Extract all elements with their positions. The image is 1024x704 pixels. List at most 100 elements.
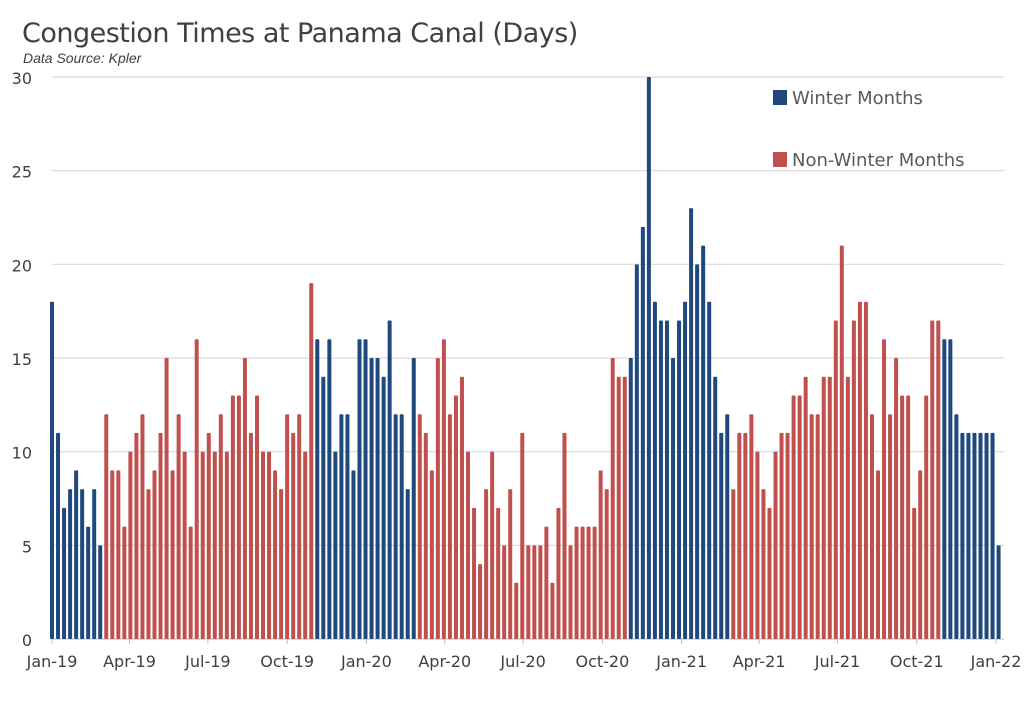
bar-winter [327, 339, 332, 639]
bar-non-winter [912, 507, 917, 639]
y-axis: 0 5 10 15 20 25 30 [12, 69, 32, 650]
bar-winter [948, 339, 953, 639]
bar-non-winter [592, 526, 597, 639]
bar-non-winter [731, 489, 736, 639]
bar-non-winter [122, 526, 127, 639]
bar-non-winter [604, 489, 609, 639]
bar-winter [634, 264, 639, 639]
bar-non-winter [140, 414, 145, 639]
bar-non-winter [206, 432, 211, 639]
bar-non-winter [761, 489, 766, 639]
y-tick-label: 15 [12, 350, 32, 369]
bar-winter [74, 470, 79, 639]
chart-title: Congestion Times at Panama Canal (Days) [22, 18, 578, 49]
bar-winter [978, 432, 983, 639]
bar-non-winter [743, 432, 748, 639]
bar-non-winter [827, 376, 832, 639]
bar-non-winter [526, 545, 531, 639]
bar-non-winter [869, 414, 874, 639]
bar-non-winter [544, 526, 549, 639]
bar-non-winter [538, 545, 543, 639]
bar-winter [351, 470, 356, 639]
bar-non-winter [267, 451, 272, 639]
y-tick-label: 0 [22, 631, 32, 650]
y-tick-label: 20 [12, 256, 32, 275]
bar-winter [996, 545, 1001, 639]
bar-non-winter [128, 451, 133, 639]
bar-non-winter [556, 507, 561, 639]
bar-non-winter [182, 451, 187, 639]
bar-winter [984, 432, 989, 639]
bar-non-winter [821, 376, 826, 639]
bar-non-winter [164, 358, 169, 639]
bar-non-winter [918, 470, 923, 639]
bar-non-winter [815, 414, 820, 639]
x-axis: Jan-19 Apr-19 Jul-19 Oct-19 Jan-20 Apr-20 Jul-… [26, 638, 1022, 671]
y-tick-label: 30 [12, 69, 32, 88]
y-tick-label: 10 [12, 444, 32, 463]
bar-non-winter [882, 339, 887, 639]
bar-winter [98, 545, 103, 639]
bar-winter [628, 358, 633, 639]
bar-non-winter [568, 545, 573, 639]
x-tick-label: Jan-20 [340, 652, 392, 671]
bar-winter [369, 358, 374, 639]
bar-non-winter [574, 526, 579, 639]
bar-winter [719, 432, 724, 639]
bar-non-winter [508, 489, 513, 639]
bar-non-winter [146, 489, 151, 639]
bar-winter [707, 301, 712, 639]
bar-non-winter [767, 507, 772, 639]
bar-winter [399, 414, 404, 639]
bar-non-winter [254, 395, 259, 639]
bar-winter [381, 376, 386, 639]
bar-non-winter [773, 451, 778, 639]
bar-non-winter [453, 395, 458, 639]
bar-non-winter [924, 395, 929, 639]
bar-non-winter [502, 545, 507, 639]
legend-swatch-non-winter [773, 152, 787, 167]
bar-non-winter [580, 526, 585, 639]
bar-non-winter [110, 470, 115, 639]
bar-winter [701, 245, 706, 639]
bar-non-winter [490, 451, 495, 639]
bar-non-winter [116, 470, 121, 639]
bar-winter [86, 526, 91, 639]
bar-non-winter [930, 320, 935, 639]
bar-non-winter [303, 451, 308, 639]
x-tick-label: Jan-22 [970, 652, 1022, 671]
bar-winter [954, 414, 959, 639]
bar-winter [363, 339, 368, 639]
bar-non-winter [809, 414, 814, 639]
bar-non-winter [779, 432, 784, 639]
chart-subtitle: Data Source: Kpler [23, 50, 142, 66]
bar-non-winter [309, 283, 314, 639]
bar-winter [677, 320, 682, 639]
bar-non-winter [176, 414, 181, 639]
bar-non-winter [435, 358, 440, 639]
bar-non-winter [894, 358, 899, 639]
bar-winter [646, 77, 651, 639]
bar-winter [664, 320, 669, 639]
bar-winter [713, 376, 718, 639]
x-tick-label: Jan-19 [26, 652, 78, 671]
bar-winter [80, 489, 85, 639]
bar-non-winter [550, 582, 555, 639]
x-tick-label: Apr-19 [103, 652, 156, 671]
bar-winter [960, 432, 965, 639]
bar-non-winter [863, 301, 868, 639]
bar-winter [62, 507, 67, 639]
bar-non-winter [785, 432, 790, 639]
legend-label-winter: Winter Months [792, 88, 923, 109]
bar-non-winter [261, 451, 266, 639]
bar-non-winter [478, 564, 483, 639]
bar-non-winter [833, 320, 838, 639]
bar-non-winter [242, 358, 247, 639]
bar-non-winter [152, 470, 157, 639]
legend-label-non-winter: Non-Winter Months [792, 150, 965, 171]
bar-winter [345, 414, 350, 639]
bar-non-winter [170, 470, 175, 639]
bar-non-winter [622, 376, 627, 639]
bar-winter [375, 358, 380, 639]
bar-non-winter [797, 395, 802, 639]
